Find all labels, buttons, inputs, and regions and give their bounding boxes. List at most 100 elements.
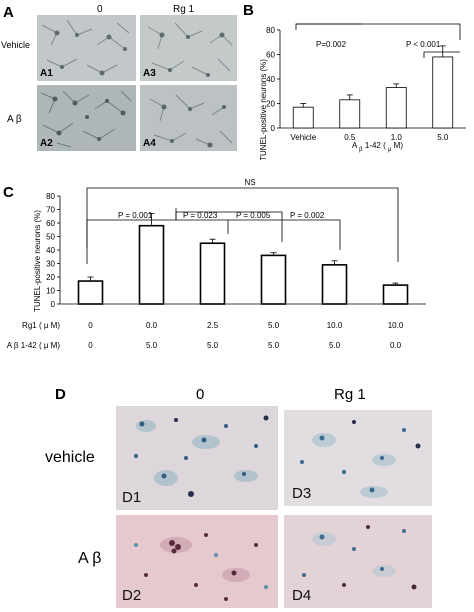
chart-c-row2-label: A β 1-42 ( μ M) bbox=[7, 341, 61, 350]
chart-c-bracket-p4 bbox=[282, 219, 341, 250]
chart-c-rg1-value: 2.5 bbox=[207, 321, 219, 330]
chart-c-bar bbox=[199, 242, 226, 305]
chart-c-abeta-value: 0.0 bbox=[390, 341, 402, 350]
chart-b-ytick-label: 80 bbox=[266, 26, 275, 35]
chart-c-rg1-value: 0 bbox=[88, 321, 93, 330]
micrograph-a2-label: A2 bbox=[40, 138, 53, 149]
chart-b-bar bbox=[292, 106, 314, 129]
panel-d-col-header-0: 0 bbox=[196, 386, 205, 403]
micrograph-a4: A4 bbox=[140, 85, 237, 151]
chart-c-bar bbox=[77, 280, 104, 305]
chart-b: TUNEL-positive neurons (%) 0 20 40 60 80 Vehi… bbox=[259, 23, 466, 160]
chart-b-bracket-right bbox=[423, 51, 460, 58]
panel-d-row-header-abeta: A β bbox=[78, 550, 102, 567]
chart-c-ytick-label: 60 bbox=[46, 219, 55, 228]
micrograph-d3-image bbox=[284, 410, 432, 506]
chart-c-rg1-value: 10.0 bbox=[388, 321, 404, 330]
chart-b-category-label: Vehicle bbox=[290, 133, 316, 142]
chart-c-bracket-ns bbox=[86, 187, 399, 264]
chart-c-ylabel: TUNEL-positive neurons (%) bbox=[33, 210, 42, 312]
chart-c-abeta-value: 5.0 bbox=[146, 341, 158, 350]
micrograph-a1-image bbox=[37, 15, 136, 81]
panel-d-row-header-vehicle: vehicle bbox=[45, 449, 95, 466]
chart-b-annotation-p001: P < 0.001 bbox=[406, 40, 441, 49]
panel-b-letter: B bbox=[243, 2, 254, 19]
chart-c-rg1-value: 0.0 bbox=[146, 321, 158, 330]
chart-b-bar bbox=[432, 56, 454, 129]
micrograph-a1-label: A1 bbox=[40, 68, 53, 79]
chart-c-ytick-label: 0 bbox=[51, 300, 56, 309]
chart-b-xlabel-beta: β bbox=[359, 147, 363, 153]
chart-b-category-label: 1.0 bbox=[391, 133, 403, 142]
chart-b-bracket-top bbox=[296, 23, 461, 40]
chart-b-bar bbox=[339, 99, 361, 129]
chart-b-bracket-left bbox=[295, 23, 362, 30]
chart-c-bracket-p2 bbox=[176, 219, 229, 234]
chart-c-bar bbox=[382, 284, 409, 305]
chart-c-abeta-value: 5.0 bbox=[268, 341, 280, 350]
micrograph-a3-label: A3 bbox=[143, 68, 156, 79]
chart-b-ytick-label: 60 bbox=[266, 51, 275, 60]
panel-a-col-header-rg1: Rg 1 bbox=[173, 4, 195, 15]
micrograph-d3-label: D3 bbox=[292, 485, 312, 502]
chart-b-xlabel: A β 1-42 ( μ M) bbox=[352, 141, 403, 153]
chart-c-bar bbox=[260, 254, 287, 305]
chart-c-ytick-label: 30 bbox=[46, 260, 55, 269]
chart-c-ytick-label: 20 bbox=[46, 273, 55, 282]
chart-c-annotation-p4: P = 0.002 bbox=[290, 211, 325, 220]
chart-c-ytick-label: 70 bbox=[46, 206, 55, 215]
micrograph-d3: D3 bbox=[284, 410, 432, 506]
chart-b-category-label: 0.5 bbox=[344, 133, 356, 142]
micrograph-d4-image bbox=[284, 515, 432, 608]
chart-c-bar bbox=[321, 264, 348, 305]
chart-c-row1-label: Rg1 ( μ M) bbox=[22, 321, 60, 330]
micrograph-d1-image bbox=[116, 406, 278, 510]
chart-b-xlabel-rest: 1-42 ( bbox=[365, 141, 386, 150]
chart-b-category-label: 5.0 bbox=[437, 133, 449, 142]
chart-c-abeta-value: 5.0 bbox=[329, 341, 341, 350]
panel-a-col-header-0: 0 bbox=[97, 4, 103, 15]
micrograph-d4-label: D4 bbox=[292, 587, 312, 604]
panel-c-letter: C bbox=[3, 184, 14, 201]
chart-c-rg1-value: 10.0 bbox=[327, 321, 343, 330]
panel-a-row-header-vehicle: Vehicle bbox=[1, 40, 31, 50]
micrograph-a4-image bbox=[140, 85, 237, 151]
micrograph-a4-label: A4 bbox=[143, 138, 156, 149]
chart-c: TUNEL-positive neurons (%) 0 10 20 30 40 50 60… bbox=[7, 178, 426, 350]
chart-c-annotation-p3: P = 0.005 bbox=[236, 211, 271, 220]
micrograph-d1: D1 bbox=[116, 406, 278, 510]
panel-d-letter: D bbox=[55, 386, 66, 403]
micrograph-d2: D2 bbox=[116, 515, 278, 608]
chart-b-xlabel-end: M) bbox=[394, 141, 404, 150]
chart-c-bracket-p3-top bbox=[175, 211, 283, 242]
micrograph-d2-image bbox=[116, 515, 278, 608]
micrograph-d1-label: D1 bbox=[122, 489, 142, 506]
chart-c-rg1-value: 5.0 bbox=[268, 321, 280, 330]
chart-b-ylabel: TUNEL-positive neurons (%) bbox=[259, 59, 268, 160]
chart-b-xlabel-mu: μ bbox=[388, 147, 392, 153]
chart-c-ytick-label: 40 bbox=[46, 246, 55, 255]
micrograph-a2-image bbox=[37, 85, 136, 151]
chart-c-annotation-ns: NS bbox=[244, 178, 255, 187]
chart-b-annotation-p002: P=0.002 bbox=[316, 40, 347, 49]
chart-b-xlabel-a: A bbox=[352, 141, 358, 150]
micrograph-a3-image bbox=[140, 15, 237, 81]
chart-c-abeta-value: 0 bbox=[88, 341, 93, 350]
micrograph-a3: A3 bbox=[140, 15, 237, 81]
micrograph-a2: A2 bbox=[37, 85, 136, 151]
chart-c-ytick-label: 80 bbox=[46, 192, 55, 201]
chart-c-bar bbox=[138, 224, 165, 305]
chart-c-abeta-value: 5.0 bbox=[207, 341, 219, 350]
chart-b-bar bbox=[385, 87, 407, 129]
panel-d-col-header-rg1: Rg 1 bbox=[334, 386, 366, 403]
chart-c-ytick-label: 10 bbox=[46, 287, 55, 296]
chart-c-ytick-label: 50 bbox=[46, 233, 55, 242]
chart-b-ytick-label: 0 bbox=[271, 124, 276, 133]
chart-b-ytick-label: 20 bbox=[266, 100, 275, 109]
chart-c-annotation-p2: P = 0.023 bbox=[183, 211, 218, 220]
chart-c-annotation-p1: P = 0.001 bbox=[118, 211, 153, 220]
micrograph-d4: D4 bbox=[284, 515, 432, 608]
panel-a-letter: A bbox=[3, 4, 14, 21]
micrograph-d2-label: D2 bbox=[122, 587, 142, 604]
chart-b-ytick-label: 40 bbox=[266, 75, 275, 84]
